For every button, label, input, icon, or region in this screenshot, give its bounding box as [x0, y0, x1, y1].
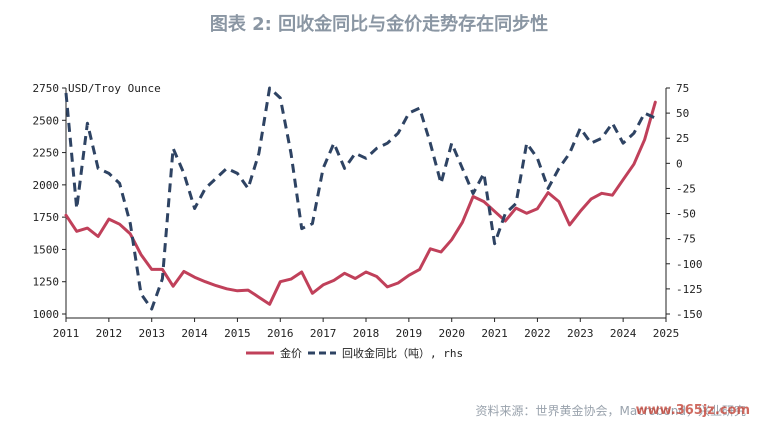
left-tick-label: 2750	[33, 82, 60, 95]
x-tick-label: 2021	[481, 327, 508, 340]
x-tick-label: 2015	[224, 327, 251, 340]
right-tick-label: -50	[676, 208, 696, 221]
right-tick-label: -100	[676, 258, 703, 271]
x-tick-label: 2014	[181, 327, 208, 340]
left-tick-label: 2500	[33, 114, 60, 127]
right-tick-label: -125	[676, 283, 703, 296]
x-tick-label: 2020	[438, 327, 465, 340]
tick-labels: 1000 1250 1500 1750 2000 2250 2500 2750 -150 -125…	[33, 82, 703, 340]
left-tick-label: 1750	[33, 211, 60, 224]
legend-label: 金价	[280, 346, 302, 360]
series-line-recycled-gold-yoy	[64, 86, 656, 311]
x-tick-label: 2022	[524, 327, 551, 340]
series-line-gold-price	[64, 100, 657, 306]
left-tick-label: 1500	[33, 243, 60, 256]
axes	[62, 87, 670, 322]
left-tick-label: 1000	[33, 308, 60, 321]
right-tick-label: 0	[676, 157, 683, 170]
right-tick-label: -150	[676, 308, 703, 321]
legend-label: 回收金同比（吨）, rhs	[342, 346, 463, 360]
left-tick-label: 2000	[33, 179, 60, 192]
left-axis-unit-label: USD/Troy Ounce	[68, 82, 161, 95]
x-tick-label: 2024	[610, 327, 637, 340]
x-tick-label: 2023	[567, 327, 594, 340]
right-tick-label: 25	[676, 132, 689, 145]
x-tick-label: 2012	[96, 327, 123, 340]
right-tick-label: 50	[676, 107, 689, 120]
x-tick-label: 2019	[396, 327, 423, 340]
x-tick-label: 2011	[53, 327, 80, 340]
x-tick-label: 2017	[310, 327, 337, 340]
x-tick-label: 2016	[267, 327, 294, 340]
source-note: 资料来源：世界黄金协会，Macrobond，兴业研究	[475, 404, 747, 418]
right-tick-label: 75	[676, 82, 689, 95]
x-tick-label: 2013	[138, 327, 165, 340]
legend: 金价 回收金同比（吨）, rhs	[246, 346, 463, 360]
series-lines	[64, 86, 657, 311]
left-tick-label: 1250	[33, 276, 60, 289]
x-tick-label: 2018	[353, 327, 380, 340]
left-tick-label: 2250	[33, 147, 60, 160]
right-tick-label: -25	[676, 182, 696, 195]
watermark: www.365jz.com	[635, 403, 750, 418]
right-tick-label: -75	[676, 233, 696, 246]
chart-title: 图表 2: 回收金同比与金价走势存在同步性	[209, 14, 549, 35]
x-tick-label: 2025	[653, 327, 680, 340]
